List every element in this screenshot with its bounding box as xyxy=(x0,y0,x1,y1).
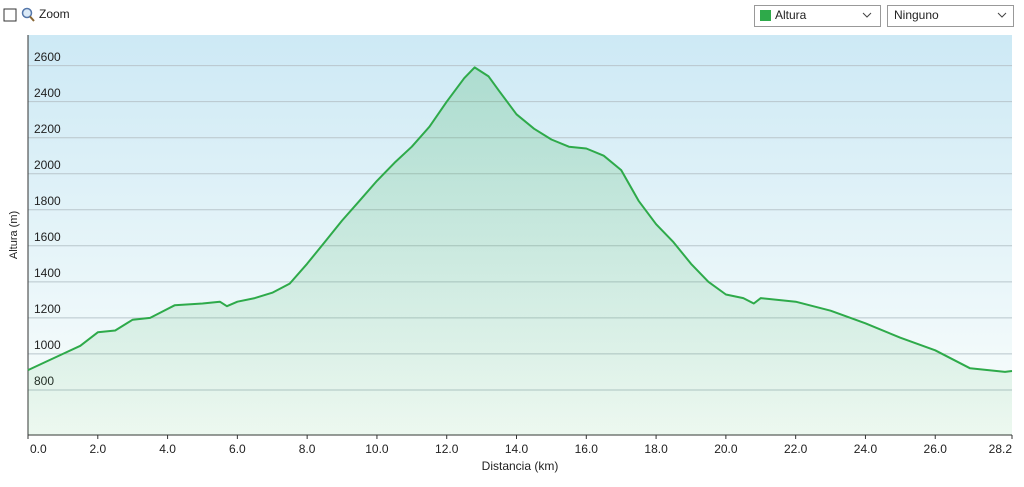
x-tick-label: 10.0 xyxy=(365,442,389,456)
y-tick-label: 1400 xyxy=(34,266,61,280)
overlay-select[interactable] xyxy=(887,5,1014,27)
y-tick-label: 2400 xyxy=(34,86,61,100)
x-tick-label: 2.0 xyxy=(89,442,106,456)
series-select-label: Altura xyxy=(775,8,807,22)
x-tick-label: 22.0 xyxy=(784,442,808,456)
y-tick-label: 2200 xyxy=(34,122,61,136)
series-select[interactable] xyxy=(754,5,881,27)
area-fill xyxy=(28,67,1012,436)
x-tick-label: 14.0 xyxy=(505,442,529,456)
x-tick-label: 20.0 xyxy=(714,442,738,456)
x-tick-label: 0.0 xyxy=(30,442,47,456)
x-tick-label: 6.0 xyxy=(229,442,246,456)
x-tick-label: 12.0 xyxy=(435,442,459,456)
x-tick-label: 28.2 xyxy=(989,442,1013,456)
zoom-checkbox[interactable] xyxy=(3,8,17,22)
x-tick-label: 24.0 xyxy=(854,442,878,456)
y-tick-label: 1800 xyxy=(34,194,61,208)
y-axis-title: Altura (m) xyxy=(8,211,20,259)
x-tick-label: 16.0 xyxy=(575,442,599,456)
x-tick-label: 26.0 xyxy=(924,442,948,456)
y-tick-label: 1200 xyxy=(34,302,61,316)
x-axis-title: Distancia (km) xyxy=(482,459,559,473)
x-tick-label: 4.0 xyxy=(159,442,176,456)
zoom-label[interactable]: Zoom xyxy=(39,7,70,21)
y-tick-label: 2000 xyxy=(34,158,61,172)
x-tick-label: 18.0 xyxy=(644,442,668,456)
zoom-icon xyxy=(21,7,35,22)
y-tick-label: 1000 xyxy=(34,338,61,352)
overlay-select-label: Ninguno xyxy=(894,8,939,22)
elevation-line xyxy=(27,66,1013,373)
y-tick-label: 2600 xyxy=(34,50,61,64)
x-tick-label: 8.0 xyxy=(299,442,316,456)
y-tick-label: 1600 xyxy=(34,230,61,244)
